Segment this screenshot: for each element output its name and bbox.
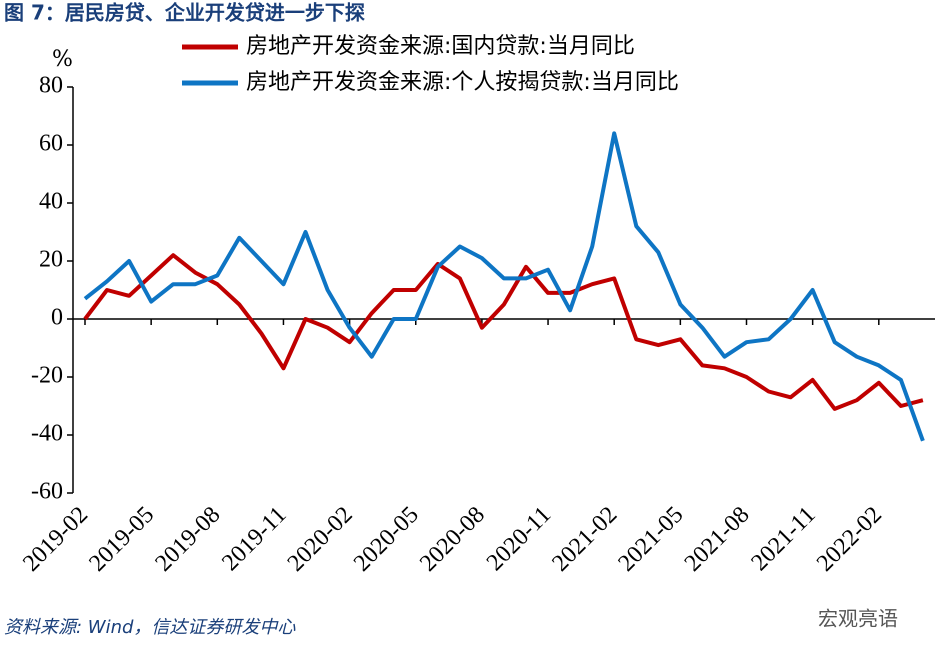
x-tick-label: 2021-11 <box>746 502 820 576</box>
x-tick-label: 2022-02 <box>812 502 887 577</box>
x-tick-label: 2021-05 <box>614 502 689 577</box>
x-tick-label: 2019-11 <box>217 502 291 576</box>
y-tick-label: -40 <box>31 421 63 447</box>
watermark: 宏观亮语 <box>818 607 898 631</box>
x-tick-label: 2019-02 <box>18 502 93 577</box>
x-tick-label: 2021-08 <box>680 502 755 577</box>
y-tick-label: -60 <box>31 479 63 505</box>
y-tick-label: 40 <box>39 189 63 215</box>
y-tick-label: 60 <box>39 131 63 157</box>
y-tick-label: 80 <box>39 73 63 99</box>
legend-label: 房地产开发资金来源:个人按揭贷款:当月同比 <box>246 70 679 95</box>
y-tick-label: 0 <box>51 305 63 331</box>
x-tick-label: 2020-05 <box>349 502 424 577</box>
x-tick-label: 2021-02 <box>547 502 622 577</box>
series-line <box>83 131 925 442</box>
x-tick-label: 2020-08 <box>415 502 490 577</box>
x-tick-label: 2020-02 <box>283 502 358 577</box>
series-line <box>83 253 924 411</box>
source-note: 资料来源: Wind，信达证券研发中心 <box>4 617 296 638</box>
y-tick-label: -20 <box>31 363 63 389</box>
y-axis-label: % <box>52 47 73 72</box>
x-tick-label: 2019-08 <box>150 502 225 577</box>
legend-label: 房地产开发资金来源:国内贷款:当月同比 <box>246 34 635 59</box>
x-tick-label: 2020-11 <box>482 502 556 576</box>
y-tick-label: 20 <box>39 247 63 273</box>
chart-title: 图 7：居民房贷、企业开发贷进一步下探 <box>4 1 365 25</box>
x-tick-label: 2019-05 <box>84 502 159 577</box>
